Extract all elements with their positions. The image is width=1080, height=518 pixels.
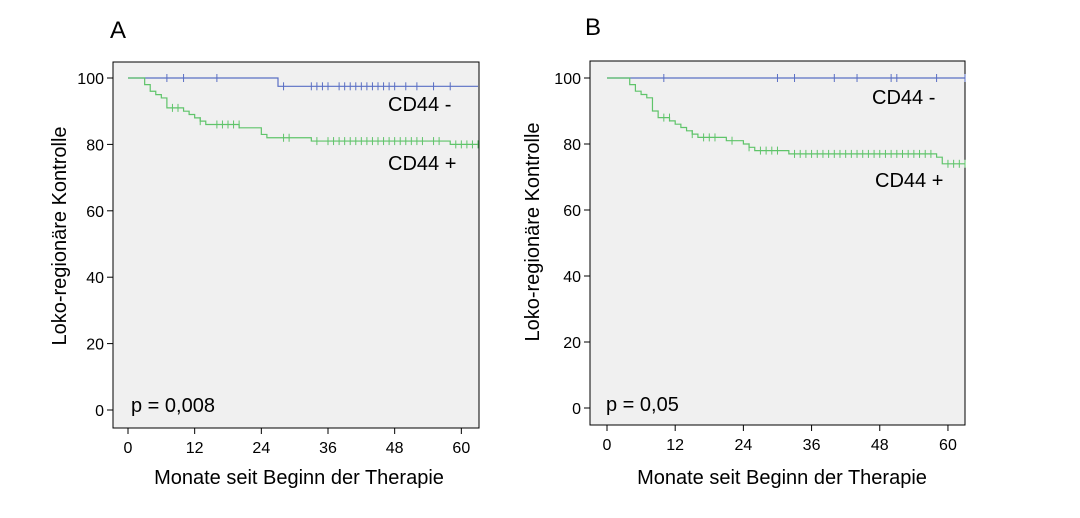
axis-ticks: 0 12 24 36 48 60 0 20 40 60 80 100 — [554, 71, 957, 454]
x-tick-label: 36 — [803, 437, 821, 454]
p-value: p = 0,05 — [606, 394, 679, 416]
x-tick-label: 48 — [871, 437, 889, 454]
x-tick-label: 60 — [939, 437, 957, 454]
y-tick-label: 100 — [77, 71, 104, 88]
y-tick-label: 40 — [563, 269, 581, 286]
plot-area — [112, 61, 480, 429]
y-tick-label: 0 — [95, 403, 104, 420]
p-value: p = 0,008 — [131, 395, 215, 417]
plot-area — [589, 60, 966, 426]
legend-label-cd44-neg: CD44 - — [872, 87, 935, 109]
y-tick-label: 80 — [86, 137, 104, 154]
panel-label: B — [585, 14, 601, 41]
y-axis-label: Loko-regionäre Kontrolle — [49, 126, 71, 345]
censor-marks — [663, 74, 966, 168]
y-axis-label: Loko-regionäre Kontrolle — [522, 122, 544, 341]
y-tick-label: 0 — [572, 401, 581, 418]
x-tick-label: 12 — [186, 440, 204, 457]
panel-label: A — [110, 17, 126, 44]
legend-label-cd44-pos: CD44 + — [388, 153, 456, 175]
y-tick-label: 100 — [554, 71, 581, 88]
km-line-cd44-pos — [128, 77, 478, 145]
y-tick-label: 80 — [563, 137, 581, 154]
x-tick-label: 0 — [603, 437, 612, 454]
x-axis-label: Monate seit Beginn der Therapie — [637, 467, 927, 489]
censor-marks — [166, 74, 479, 149]
x-tick-label: 24 — [734, 437, 752, 454]
axis-ticks: 0 12 24 36 48 60 0 20 40 60 80 100 — [77, 71, 470, 457]
y-tick-label: 40 — [86, 270, 104, 287]
legend-label-cd44-neg: CD44 - — [388, 94, 451, 116]
x-tick-label: 60 — [452, 440, 470, 457]
x-tick-label: 24 — [252, 440, 270, 457]
x-axis-label: Monate seit Beginn der Therapie — [154, 467, 444, 489]
legend-label-cd44-pos: CD44 + — [875, 170, 943, 192]
y-tick-label: 60 — [563, 203, 581, 220]
x-tick-label: 48 — [386, 440, 404, 457]
x-tick-label: 0 — [124, 440, 133, 457]
y-tick-label: 20 — [86, 337, 104, 354]
y-tick-label: 60 — [86, 204, 104, 221]
x-tick-label: 12 — [666, 437, 684, 454]
x-tick-label: 36 — [319, 440, 337, 457]
y-tick-label: 20 — [563, 335, 581, 352]
